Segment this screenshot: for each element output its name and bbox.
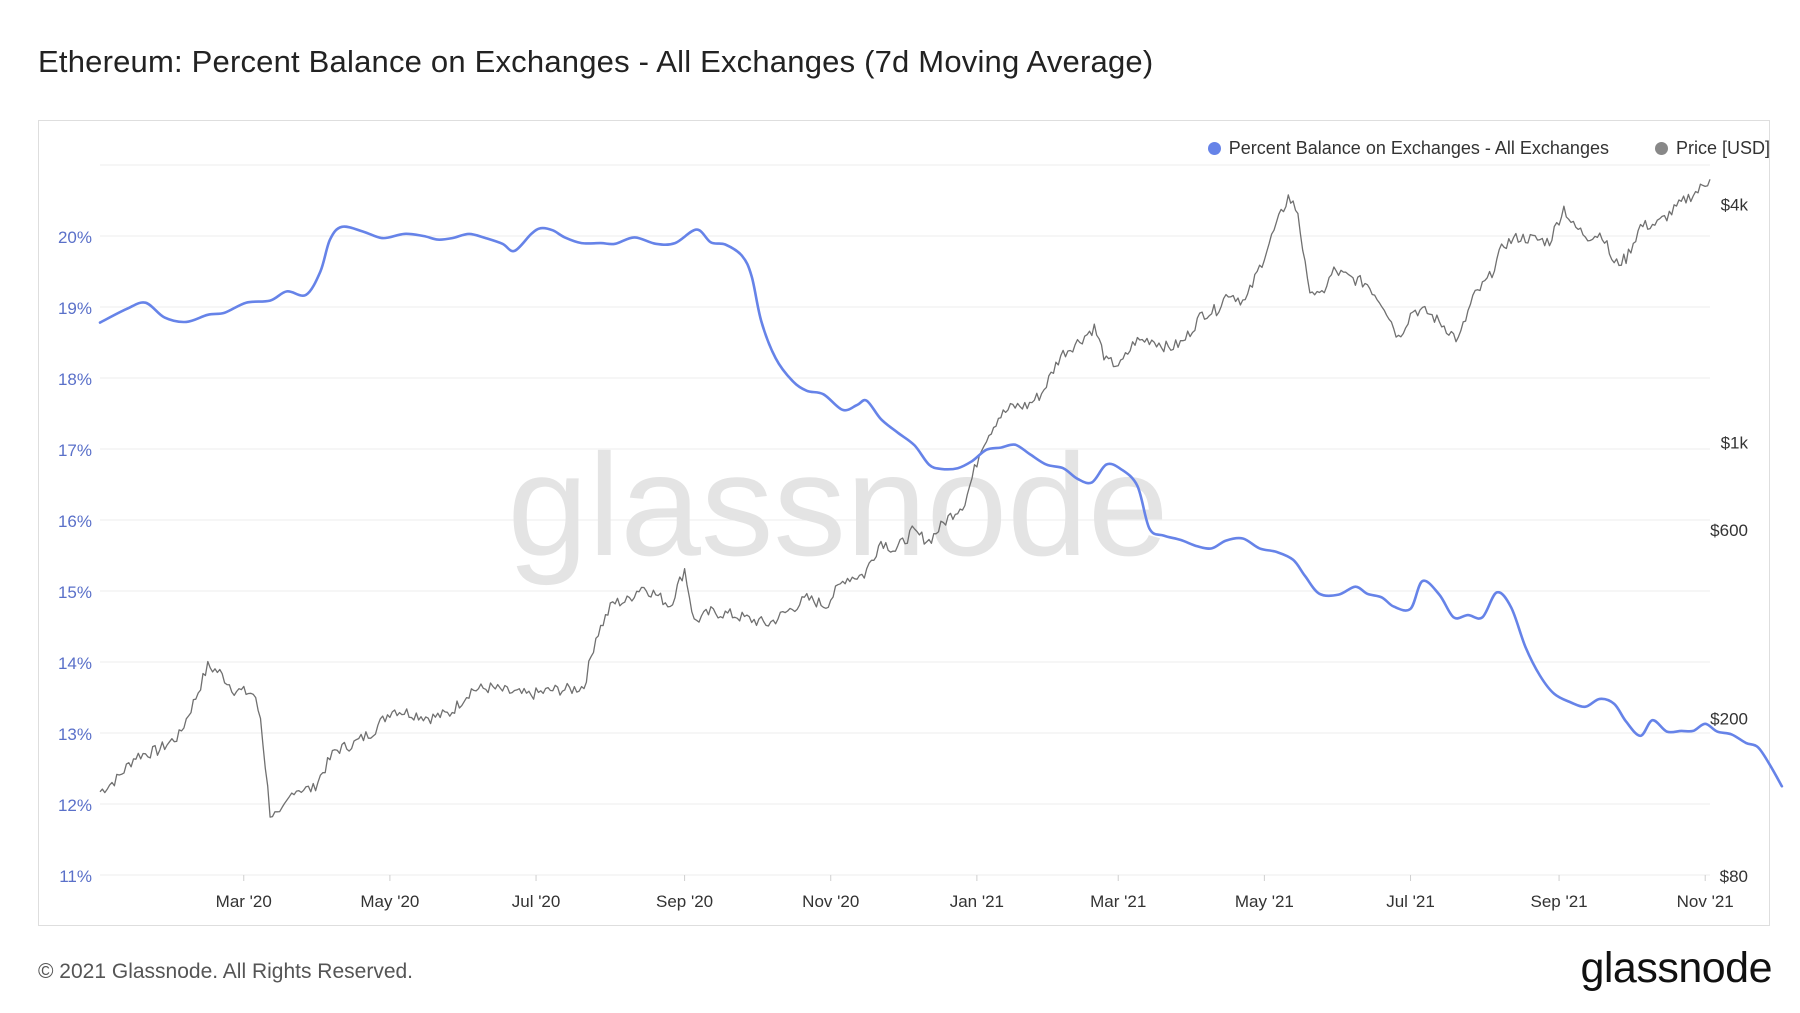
watermark-text: glassnode (507, 424, 1168, 586)
x-tick-label: May '21 (1235, 892, 1294, 911)
x-tick-label: Nov '21 (1677, 892, 1734, 911)
x-tick-label: Sep '20 (656, 892, 713, 911)
left-tick-label: 12% (58, 796, 92, 815)
left-tick-label: 20% (58, 228, 92, 247)
right-tick-label: $80 (1720, 867, 1748, 886)
left-tick-label: 16% (58, 512, 92, 531)
right-tick-label: $200 (1710, 710, 1748, 729)
legend-dot-price (1654, 142, 1668, 155)
right-tick-label: $4k (1721, 195, 1749, 214)
x-tick-label: Mar '20 (216, 892, 272, 911)
right-axis: $80 $200 $600 $1k $4k (1710, 195, 1748, 886)
x-tick-label: Jul '21 (1386, 892, 1435, 911)
right-tick-label: $1k (1721, 433, 1749, 452)
x-axis: Mar '20 May '20 Jul '20 Sep '20 Nov '20 Jan '… (216, 875, 1734, 911)
gridlines (100, 164, 1710, 876)
left-tick-label: 15% (58, 583, 92, 602)
series-layer (98, 179, 1784, 818)
left-tick-label: 19% (58, 299, 92, 318)
legend-dot-balance (1207, 142, 1221, 155)
x-tick-label: Sep '21 (1530, 892, 1587, 911)
left-tick-label: 11% (59, 867, 92, 886)
brand-logo: glassnode (1580, 944, 1772, 992)
right-tick-label: $600 (1710, 521, 1748, 540)
price-line (99, 179, 1711, 818)
balance-line (98, 225, 1784, 788)
chart-title: Ethereum: Percent Balance on Exchanges -… (38, 44, 1154, 79)
left-tick-label: 13% (58, 725, 92, 744)
left-axis: 11% 12% 13% 14% 15% 16% 17% 18% 19% 20% (58, 228, 92, 886)
legend-label-price: Price [USD] (1675, 138, 1770, 158)
x-tick-label: May '20 (360, 892, 419, 911)
left-tick-label: 14% (58, 654, 92, 673)
copyright-footer: © 2021 Glassnode. All Rights Reserved. (38, 960, 414, 983)
left-tick-label: 18% (58, 370, 92, 389)
legend: Percent Balance on Exchanges - All Excha… (1162, 138, 1770, 159)
left-tick-label: 17% (58, 441, 92, 460)
legend-item-price[interactable]: Price [USD] (1654, 138, 1770, 159)
x-tick-label: Nov '20 (802, 892, 859, 911)
legend-item-balance[interactable]: Percent Balance on Exchanges - All Excha… (1207, 138, 1609, 159)
x-tick-label: Mar '21 (1090, 892, 1146, 911)
x-tick-label: Jan '21 (950, 892, 1004, 911)
legend-label-balance: Percent Balance on Exchanges - All Excha… (1228, 138, 1609, 158)
x-tick-label: Jul '20 (512, 892, 561, 911)
